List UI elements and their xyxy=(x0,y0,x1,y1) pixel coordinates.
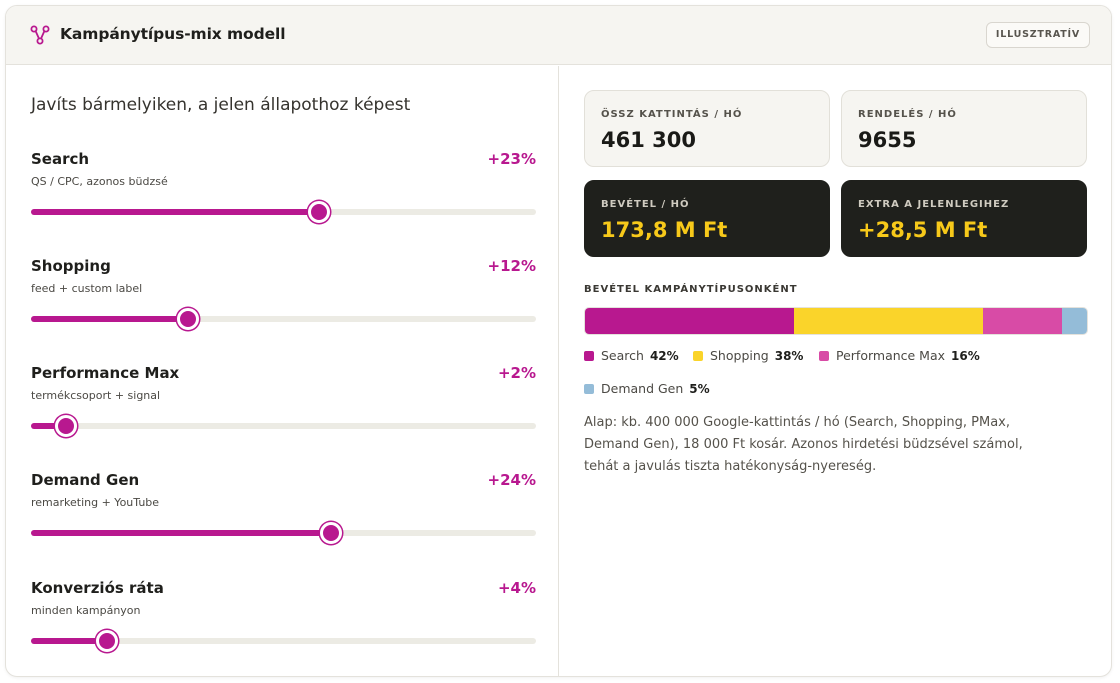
slider-sublabel: termékcsoport + signal xyxy=(31,389,161,402)
kpi-label: EXTRA A JELENLEGIHEZ xyxy=(858,199,1010,210)
slider-thumb[interactable] xyxy=(307,201,330,223)
slider-fill xyxy=(31,638,107,644)
slider-value: +12% xyxy=(487,257,536,275)
slider-label: Performance Max xyxy=(31,364,180,382)
kpi-label: BEVÉTEL / HÓ xyxy=(601,199,690,210)
slider-thumb[interactable] xyxy=(176,308,199,330)
campaign-mix-card: Kampánytípus-mix modell ILLUSZTRATÍV Jav… xyxy=(5,5,1112,677)
slider-search: Search +23% QS / CPC, azonos büdzsé xyxy=(31,150,536,250)
legend-item-shopping: Shopping 38% xyxy=(693,348,803,363)
kpi-value: +28,5 M Ft xyxy=(858,218,988,242)
slider-sublabel: feed + custom label xyxy=(31,282,143,295)
stack-segment-performance-max xyxy=(982,308,1063,334)
slider-track[interactable] xyxy=(31,630,536,652)
slider-label: Demand Gen xyxy=(31,471,140,489)
kpi-revenue: BEVÉTEL / HÓ 173,8 M Ft xyxy=(584,180,830,257)
branch-network-icon xyxy=(30,25,50,45)
slider-value: +2% xyxy=(497,364,536,382)
legend-item-performance-max: Performance Max 16% xyxy=(819,348,980,363)
breakdown-title: BEVÉTEL KAMPÁNYTÍPUSONKÉNT xyxy=(584,284,798,295)
kpi-orders: RENDELÉS / HÓ 9655 xyxy=(841,90,1087,167)
legend-label: Performance Max xyxy=(836,348,946,363)
slider-value: +23% xyxy=(487,150,536,168)
slider-performance-max: Performance Max +2% termékcsoport + sign… xyxy=(31,364,536,464)
slider-sublabel: minden kampányon xyxy=(31,604,141,617)
slider-label: Shopping xyxy=(31,257,111,275)
slider-thumb[interactable] xyxy=(55,415,78,437)
slider-conversion-rate: Konverziós ráta +4% minden kampányon xyxy=(31,579,536,676)
slider-track[interactable] xyxy=(31,201,536,223)
slider-label: Konverziós ráta xyxy=(31,579,164,597)
legend-label: Demand Gen xyxy=(601,381,684,396)
slider-track[interactable] xyxy=(31,415,536,437)
legend-pct: 16% xyxy=(951,349,980,363)
controls-panel: Javíts bármelyiken, a jelen állapothoz k… xyxy=(6,66,559,676)
card-title: Kampánytípus-mix modell xyxy=(60,25,286,43)
slider-fill xyxy=(31,423,67,429)
kpi-value: 461 300 xyxy=(601,128,696,152)
legend-label: Shopping xyxy=(710,348,769,363)
legend-label: Search xyxy=(601,348,644,363)
legend-pct: 42% xyxy=(649,349,679,363)
legend-swatch xyxy=(584,384,594,394)
slider-sublabel: QS / CPC, azonos büdzsé xyxy=(31,175,168,188)
kpi-label: ÖSSZ KATTINTÁS / HÓ xyxy=(601,109,743,120)
legend-swatch xyxy=(693,351,703,361)
slider-demand-gen: Demand Gen +24% remarketing + YouTube xyxy=(31,471,536,571)
slider-label: Search xyxy=(31,150,90,168)
slider-shopping: Shopping +12% feed + custom label xyxy=(31,257,536,357)
illustrative-badge: ILLUSZTRATÍV xyxy=(985,22,1090,48)
slider-thumb[interactable] xyxy=(320,522,343,544)
kpi-label: RENDELÉS / HÓ xyxy=(858,109,957,120)
card-header: Kampánytípus-mix modell ILLUSZTRATÍV xyxy=(6,6,1111,65)
slider-track[interactable] xyxy=(31,522,536,544)
kpi-value: 173,8 M Ft xyxy=(601,218,728,242)
legend-item-search: Search 42% xyxy=(584,348,679,363)
slider-thumb[interactable] xyxy=(95,630,118,652)
slider-fill xyxy=(31,530,332,536)
kpi-total-clicks: ÖSSZ KATTINTÁS / HÓ 461 300 xyxy=(584,90,830,167)
slider-fill xyxy=(31,316,188,322)
slider-sublabel: remarketing + YouTube xyxy=(31,496,160,509)
legend-pct: 5% xyxy=(689,382,710,396)
slider-value: +4% xyxy=(497,579,536,597)
assumptions-note: Alap: kb. 400 000 Google-kattintás / hó … xyxy=(584,415,1023,474)
kpi-extra-revenue: EXTRA A JELENLEGIHEZ +28,5 M Ft xyxy=(841,180,1087,257)
kpi-value: 9655 xyxy=(858,128,917,152)
controls-lead: Javíts bármelyiken, a jelen állapothoz k… xyxy=(31,95,411,115)
stack-segment-shopping xyxy=(793,308,983,334)
legend-swatch xyxy=(584,351,594,361)
stack-segment-demand-gen xyxy=(1062,308,1087,334)
slider-track[interactable] xyxy=(31,308,536,330)
legend-pct: 38% xyxy=(774,349,804,363)
stack-segment-search xyxy=(585,308,794,334)
slider-fill xyxy=(31,209,319,215)
legend-item-demand-gen: Demand Gen 5% xyxy=(584,381,710,396)
results-panel: ÖSSZ KATTINTÁS / HÓ 461 300 RENDELÉS / H… xyxy=(560,66,1111,676)
revenue-stacked-bar xyxy=(584,307,1088,335)
legend-swatch xyxy=(819,351,829,361)
slider-value: +24% xyxy=(487,471,536,489)
